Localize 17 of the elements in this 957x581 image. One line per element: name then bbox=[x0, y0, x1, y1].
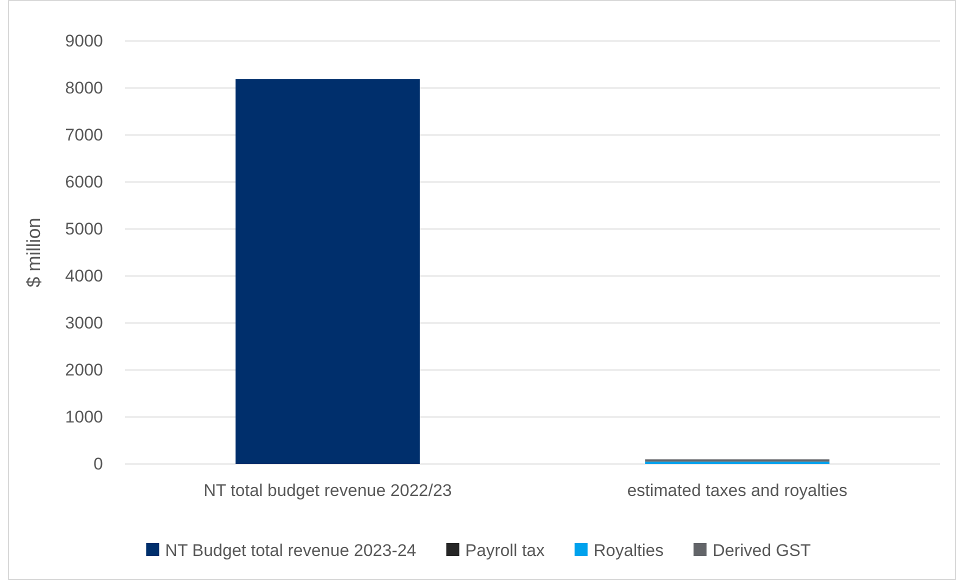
legend-label: Royalties bbox=[594, 541, 664, 560]
y-tick-label: 1000 bbox=[65, 407, 103, 426]
x-tick-label: estimated taxes and royalties bbox=[627, 481, 848, 500]
y-tick-label: 5000 bbox=[65, 219, 103, 238]
x-tick-label: NT total budget revenue 2022/23 bbox=[204, 481, 452, 500]
y-tick-label: 0 bbox=[94, 454, 103, 474]
y-tick-label: 3000 bbox=[65, 313, 103, 332]
y-tick-label: 4000 bbox=[65, 266, 103, 286]
legend-label: Payroll tax bbox=[465, 541, 546, 560]
y-tick-label: 8000 bbox=[65, 78, 103, 98]
y-axis-title: $ million bbox=[24, 218, 45, 288]
legend-label: Derived GST bbox=[712, 541, 811, 560]
legend-label: NT Budget total revenue 2023-24 bbox=[165, 541, 416, 560]
y-tick-label: 7000 bbox=[65, 125, 103, 144]
y-tick-label: 2000 bbox=[65, 360, 103, 380]
y-tick-label: 6000 bbox=[65, 172, 103, 192]
y-tick-label: 9000 bbox=[65, 31, 103, 50]
